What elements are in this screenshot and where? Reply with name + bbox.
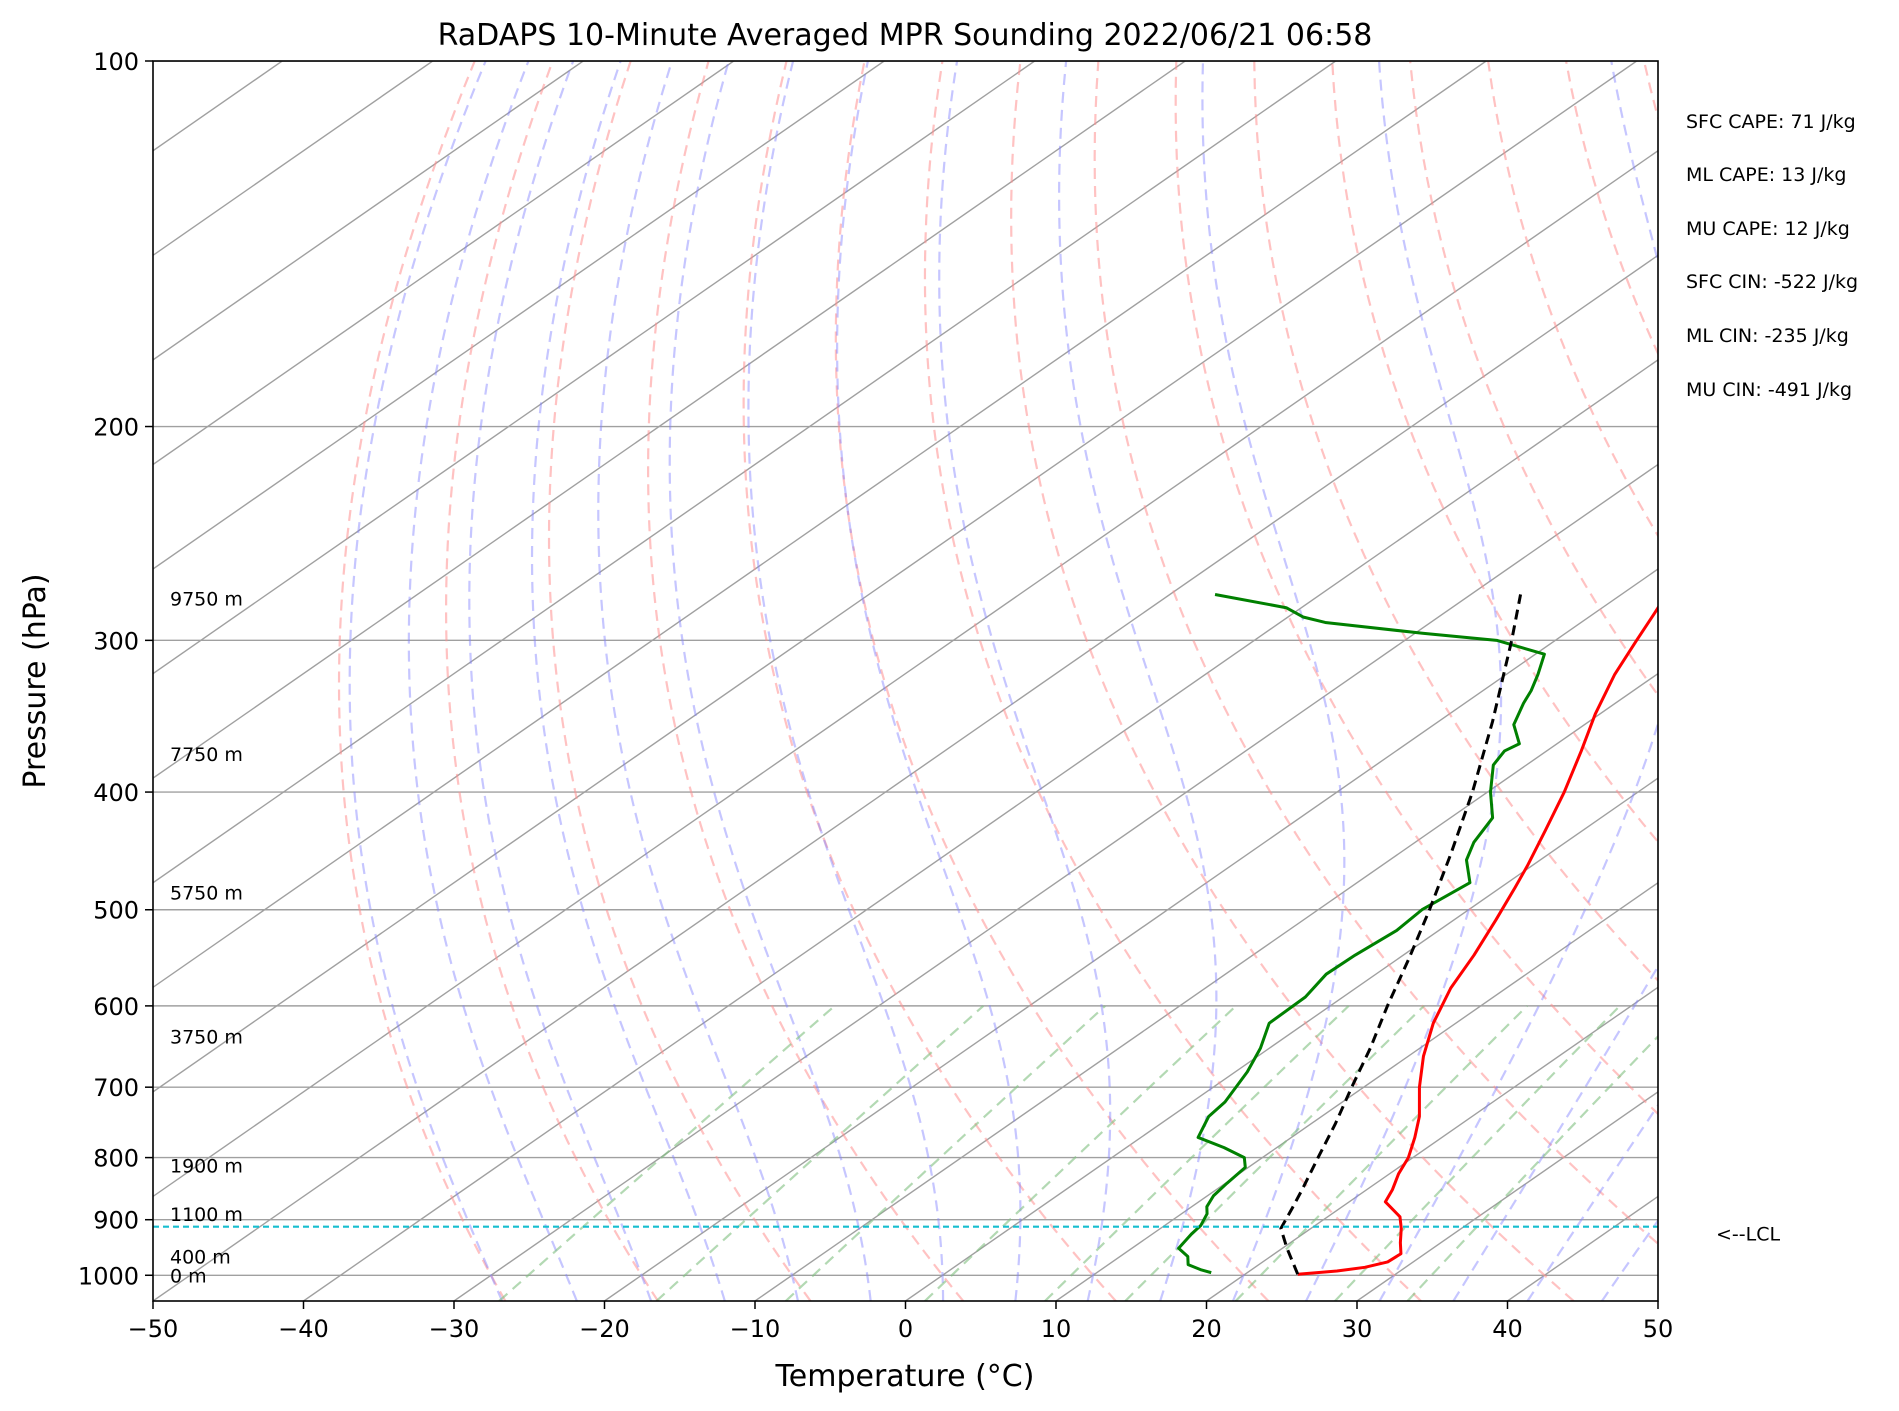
y-tick-label: 100 [93, 48, 139, 76]
x-tick-label: −20 [579, 1315, 630, 1343]
ml-cape-label: ML CAPE: 13 J/kg [1686, 164, 1846, 186]
height-label: 9750 m [170, 588, 243, 610]
y-tick-label: 300 [93, 627, 139, 655]
height-label: 5750 m [170, 883, 243, 905]
y-tick-label: 600 [93, 993, 139, 1021]
y-tick-label: 1000 [78, 1262, 139, 1290]
x-tick-label: −10 [730, 1315, 781, 1343]
height-label: 1900 m [170, 1155, 243, 1177]
x-tick-label: 30 [1342, 1315, 1373, 1343]
height-label: 3750 m [170, 1027, 243, 1049]
ml-cin-label: ML CIN: -235 J/kg [1686, 325, 1849, 347]
height-label: 0 m [170, 1265, 207, 1287]
height-label: 1100 m [170, 1204, 243, 1226]
height-label: 400 m [170, 1246, 231, 1268]
y-axis-label: Pressure (hPa) [18, 573, 53, 788]
x-tick-label: 0 [898, 1315, 913, 1343]
mu-cape-label: MU CAPE: 12 J/kg [1686, 218, 1850, 240]
sfc-cape-label: SFC CAPE: 71 J/kg [1686, 111, 1856, 133]
sfc-cin-label: SFC CIN: -522 J/kg [1686, 271, 1858, 293]
lcl-label: <--LCL [1716, 1224, 1780, 1246]
x-tick-label: 50 [1643, 1315, 1674, 1343]
x-tick-label: −40 [278, 1315, 329, 1343]
x-tick-label: 20 [1191, 1315, 1222, 1343]
x-tick-label: 40 [1492, 1315, 1523, 1343]
chart-title: RaDAPS 10-Minute Averaged MPR Sounding 2… [438, 18, 1373, 53]
height-label: 7750 m [170, 744, 243, 766]
x-tick-label: −50 [128, 1315, 179, 1343]
y-tick-label: 400 [93, 779, 139, 807]
x-tick-label: −30 [429, 1315, 480, 1343]
x-tick-label: 10 [1041, 1315, 1072, 1343]
y-tick-label: 700 [93, 1074, 139, 1102]
y-tick-label: 800 [93, 1145, 139, 1173]
y-tick-label: 200 [93, 414, 139, 442]
y-tick-label: 900 [93, 1207, 139, 1235]
mu-cin-label: MU CIN: -491 J/kg [1686, 379, 1852, 401]
y-tick-label: 500 [93, 897, 139, 925]
x-axis-label: Temperature (°C) [775, 1359, 1035, 1394]
